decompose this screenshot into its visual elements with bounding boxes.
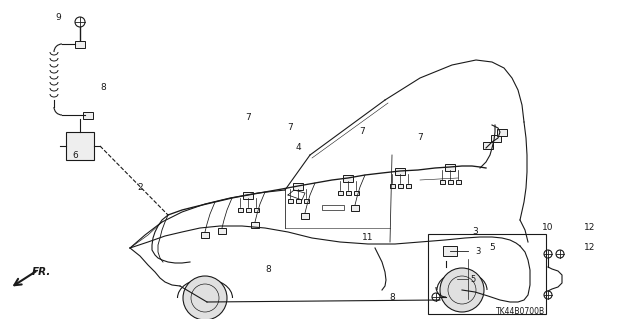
- Bar: [293, 182, 303, 189]
- Bar: [346, 191, 351, 195]
- Bar: [296, 199, 301, 203]
- Bar: [443, 246, 457, 256]
- Text: 8: 8: [265, 265, 271, 275]
- Text: 5: 5: [489, 243, 495, 253]
- Text: 12: 12: [584, 224, 596, 233]
- Text: 3: 3: [475, 247, 481, 256]
- Bar: [440, 180, 445, 184]
- Bar: [491, 135, 501, 142]
- Bar: [395, 167, 405, 174]
- Bar: [447, 180, 452, 184]
- Bar: [75, 41, 85, 48]
- Bar: [218, 228, 226, 234]
- Bar: [456, 180, 461, 184]
- Text: FR.: FR.: [32, 267, 51, 277]
- Bar: [303, 199, 308, 203]
- Text: 9: 9: [55, 13, 61, 23]
- Circle shape: [440, 268, 484, 312]
- Bar: [351, 205, 359, 211]
- Bar: [301, 213, 309, 219]
- Text: 8: 8: [100, 84, 106, 93]
- Bar: [246, 208, 250, 212]
- Text: 7: 7: [287, 123, 293, 132]
- Bar: [83, 112, 93, 118]
- Bar: [253, 208, 259, 212]
- Text: 12: 12: [584, 243, 596, 253]
- Text: TK44B0700B: TK44B0700B: [496, 308, 545, 316]
- Text: 11: 11: [362, 234, 374, 242]
- Text: 2: 2: [137, 183, 143, 192]
- Bar: [445, 164, 455, 170]
- Bar: [428, 234, 546, 314]
- Bar: [201, 232, 209, 238]
- Bar: [237, 208, 243, 212]
- Bar: [337, 191, 342, 195]
- Bar: [343, 174, 353, 182]
- Bar: [406, 184, 410, 188]
- Bar: [483, 142, 493, 149]
- Bar: [353, 191, 358, 195]
- Bar: [66, 132, 94, 160]
- Text: 6: 6: [72, 151, 78, 160]
- Bar: [243, 191, 253, 198]
- Text: 8: 8: [389, 293, 395, 302]
- Text: 10: 10: [542, 224, 554, 233]
- Bar: [390, 184, 394, 188]
- Bar: [287, 199, 292, 203]
- Bar: [397, 184, 403, 188]
- Text: 7: 7: [245, 114, 251, 122]
- Text: 4: 4: [295, 144, 301, 152]
- Bar: [251, 222, 259, 228]
- Circle shape: [183, 276, 227, 319]
- Text: 3: 3: [472, 227, 478, 236]
- Text: 7: 7: [417, 133, 423, 143]
- Text: 7: 7: [359, 128, 365, 137]
- Text: 5: 5: [470, 275, 476, 284]
- Bar: [497, 129, 507, 136]
- Bar: [322, 205, 344, 210]
